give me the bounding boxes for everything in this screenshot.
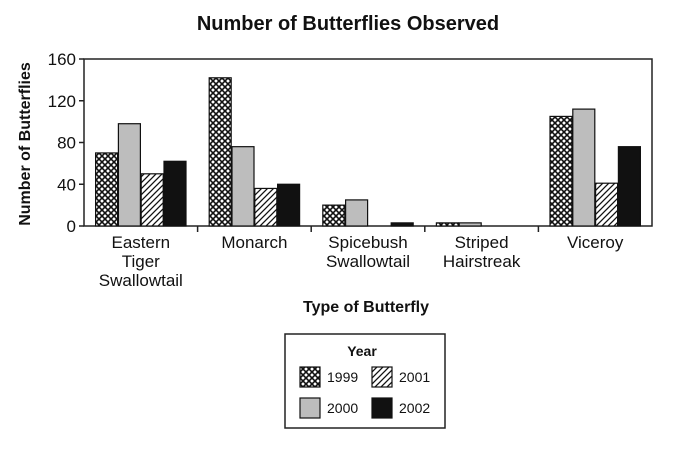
legend-title: Year: [347, 343, 377, 359]
bar: [435, 222, 459, 227]
chart-title: Number of Butterflies Observed: [197, 13, 499, 35]
bar: [163, 160, 187, 227]
x-category-label: Spicebush Swallowtail: [326, 233, 410, 271]
x-category-label: Eastern Tiger Swallowtail: [99, 233, 183, 290]
x-category-label-line: Viceroy: [567, 233, 624, 252]
bar: [117, 123, 142, 227]
bar: [549, 115, 573, 227]
legend-label: 1999: [327, 369, 358, 385]
bar: [458, 222, 482, 227]
bar: [617, 146, 642, 227]
legend-label: 2000: [327, 400, 358, 416]
bar: [140, 173, 164, 227]
x-category-label-line: Eastern: [112, 233, 171, 252]
bar: [254, 187, 278, 227]
bar: [572, 108, 596, 227]
x-category-label-line: Swallowtail: [99, 271, 183, 290]
legend-swatch: [371, 366, 393, 388]
x-category-label: Monarch: [221, 233, 287, 252]
y-axis-label: Number of Butterflies: [17, 62, 34, 226]
x-category-label-line: Swallowtail: [326, 252, 410, 271]
x-category-label-line: Monarch: [221, 233, 287, 252]
x-category-label-line: Spicebush: [328, 233, 407, 252]
bar: [277, 183, 301, 227]
legend-label: 2002: [399, 400, 430, 416]
x-category-label-line: Striped: [455, 233, 509, 252]
legend-swatch: [299, 397, 321, 419]
legend: Year 1999 2000 2001 2002: [284, 333, 446, 429]
bar: [231, 146, 255, 227]
bar: [390, 222, 414, 227]
x-category-label-line: Tiger: [122, 252, 160, 271]
bar: [345, 199, 369, 227]
y-tick-label: 160: [48, 50, 76, 69]
y-tick-label: 40: [57, 175, 76, 194]
legend-swatch: [371, 397, 393, 419]
legend-swatch: [299, 366, 321, 388]
bar: [94, 152, 119, 227]
bar: [322, 204, 346, 227]
legend-label: 2001: [399, 369, 430, 385]
x-category-label-line: Hairstreak: [443, 252, 521, 271]
x-category-label: Striped Hairstreak: [443, 233, 521, 271]
x-axis-label: Type of Butterfly: [303, 299, 429, 316]
bar: [208, 77, 232, 227]
y-tick-label: 0: [67, 217, 76, 236]
bar: [594, 182, 619, 227]
y-tick-label: 120: [48, 92, 76, 111]
x-category-label: Viceroy: [567, 233, 624, 252]
y-tick-label: 80: [57, 134, 76, 153]
